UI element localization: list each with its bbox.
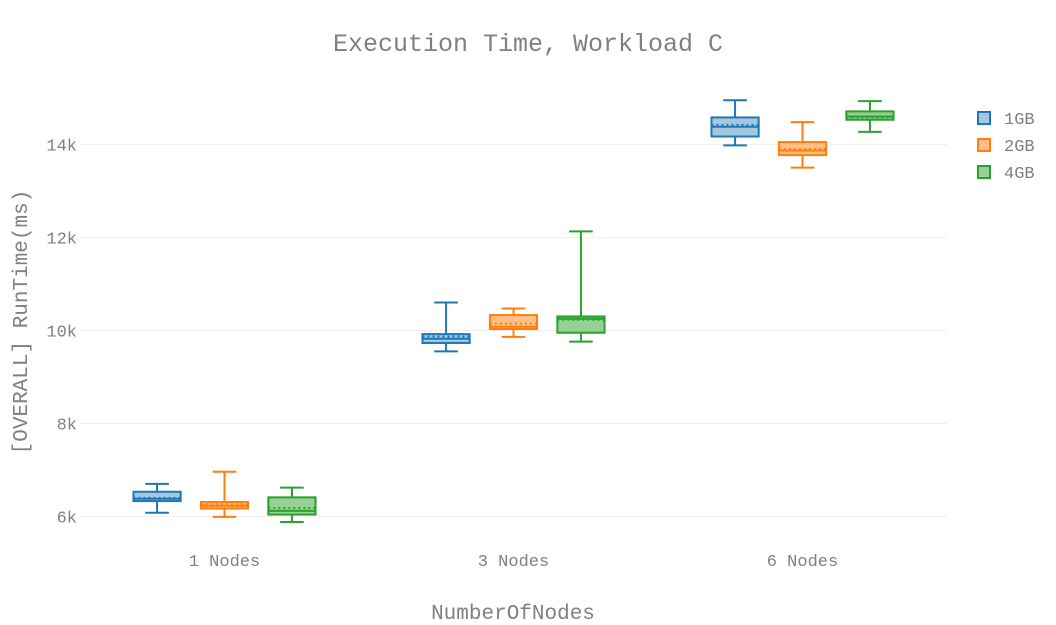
legend-swatch bbox=[977, 165, 991, 179]
legend-label: 4GB bbox=[1004, 165, 1035, 184]
iqr-box bbox=[132, 490, 182, 503]
y-axis-ticks: 6k 8k 10k 12k 14k bbox=[46, 137, 77, 528]
legend-item-4GB[interactable]: 4GB bbox=[977, 165, 1035, 184]
legend-swatch bbox=[977, 138, 991, 152]
y-tick-label: 8k bbox=[57, 416, 77, 435]
box-2GB-2 bbox=[777, 121, 828, 169]
y-axis-title: [OVERALL] RunTime(ms) bbox=[11, 190, 34, 455]
x-axis-title: NumberOfNodes bbox=[431, 603, 595, 625]
iqr-box bbox=[267, 496, 317, 516]
box-4GB-0 bbox=[267, 486, 317, 524]
x-axis-ticks: 1 Nodes 3 Nodes 6 Nodes bbox=[189, 553, 838, 572]
x-tick-label: 3 Nodes bbox=[478, 553, 549, 572]
iqr-box bbox=[488, 314, 539, 331]
legend-swatch bbox=[977, 111, 991, 125]
legend-item-2GB[interactable]: 2GB bbox=[977, 138, 1035, 157]
legend-label: 1GB bbox=[1004, 111, 1035, 130]
chart-title: Execution Time, Workload C bbox=[333, 30, 723, 59]
legend-item-1GB[interactable]: 1GB bbox=[977, 111, 1035, 130]
box-1GB-2 bbox=[710, 99, 760, 147]
box-4GB-2 bbox=[845, 100, 895, 133]
x-tick-label: 1 Nodes bbox=[189, 553, 260, 572]
y-tick-label: 6k bbox=[57, 509, 77, 528]
box-2GB-0 bbox=[199, 470, 250, 518]
y-tick-label: 12k bbox=[46, 230, 77, 249]
box-1GB-1 bbox=[421, 301, 471, 353]
box-series bbox=[132, 99, 895, 524]
box-1GB-0 bbox=[132, 482, 182, 514]
x-tick-label: 6 Nodes bbox=[767, 553, 838, 572]
y-tick-label: 14k bbox=[46, 137, 77, 156]
box-2GB-1 bbox=[488, 307, 539, 338]
box-4GB-1 bbox=[556, 230, 606, 343]
y-tick-label: 10k bbox=[46, 323, 77, 342]
legend-label: 2GB bbox=[1004, 138, 1035, 157]
legend[interactable]: 1GB 2GB 4GB bbox=[977, 111, 1035, 184]
